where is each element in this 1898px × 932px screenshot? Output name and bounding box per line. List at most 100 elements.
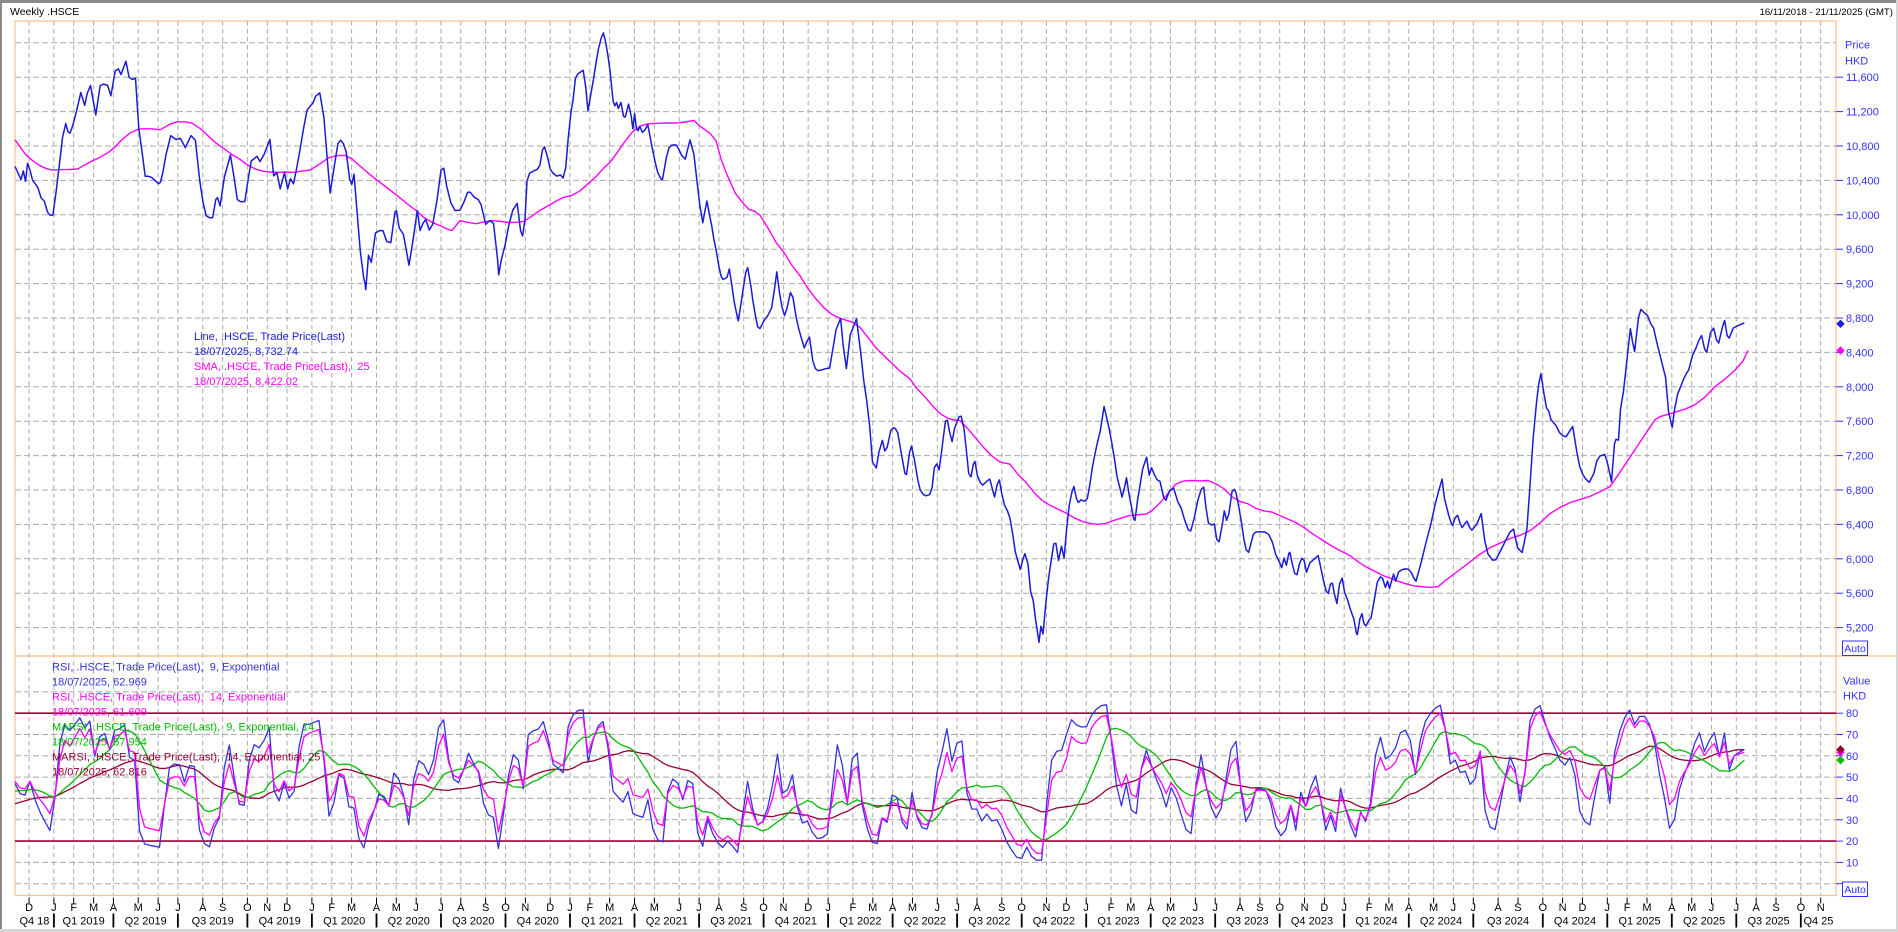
- svg-text:J: J: [175, 902, 181, 914]
- svg-text:Q2 2019: Q2 2019: [125, 916, 167, 928]
- svg-text:Q3 2023: Q3 2023: [1226, 916, 1268, 928]
- svg-text:50: 50: [1846, 772, 1858, 784]
- svg-text:F: F: [850, 902, 857, 914]
- svg-text:J: J: [51, 902, 57, 914]
- svg-text:M: M: [1429, 902, 1438, 914]
- svg-text:M: M: [605, 902, 614, 914]
- svg-text:Q4 2021: Q4 2021: [775, 916, 817, 928]
- svg-text:J: J: [1709, 902, 1715, 914]
- svg-text:A: A: [1236, 902, 1244, 914]
- svg-text:J: J: [1193, 902, 1199, 914]
- svg-text:A: A: [1668, 902, 1676, 914]
- svg-text:Q4 2019: Q4 2019: [259, 916, 301, 928]
- svg-text:S: S: [1772, 902, 1779, 914]
- svg-text:F: F: [587, 902, 594, 914]
- svg-text:O: O: [1017, 902, 1026, 914]
- svg-text:Q2 2021: Q2 2021: [646, 916, 688, 928]
- svg-text:7,600: 7,600: [1846, 416, 1874, 428]
- svg-text:18/07/2025, 62.969: 18/07/2025, 62.969: [52, 677, 147, 689]
- svg-text:O: O: [1275, 902, 1284, 914]
- svg-text:O: O: [243, 902, 252, 914]
- svg-text:D: D: [25, 902, 33, 914]
- svg-text:10: 10: [1846, 857, 1858, 869]
- svg-text:J: J: [1083, 902, 1089, 914]
- svg-text:J: J: [935, 902, 941, 914]
- svg-text:J: J: [1341, 902, 1347, 914]
- svg-text:MARSI, .HSCE, Trade Price(Last: MARSI, .HSCE, Trade Price(Last), 14, Exp…: [52, 752, 320, 764]
- svg-text:S: S: [998, 902, 1005, 914]
- svg-text:A: A: [631, 902, 639, 914]
- svg-text:N: N: [1301, 902, 1309, 914]
- svg-text:A: A: [1405, 902, 1413, 914]
- svg-text:N: N: [1559, 902, 1567, 914]
- svg-text:J: J: [1471, 902, 1477, 914]
- svg-text:Q1 2023: Q1 2023: [1097, 916, 1139, 928]
- svg-text:Weekly .HSCE: Weekly .HSCE: [10, 6, 79, 18]
- svg-text:M: M: [868, 902, 877, 914]
- svg-text:Value: Value: [1843, 676, 1870, 688]
- svg-text:F: F: [328, 902, 335, 914]
- svg-text:A: A: [199, 902, 207, 914]
- svg-text:10,000: 10,000: [1846, 210, 1880, 222]
- svg-text:Q4 2024: Q4 2024: [1554, 916, 1596, 928]
- svg-text:M: M: [347, 902, 356, 914]
- svg-text:SMA, .HSCE, Trade Price(Last),: SMA, .HSCE, Trade Price(Last), 25: [194, 361, 369, 373]
- svg-text:S: S: [1256, 902, 1263, 914]
- svg-text:8,000: 8,000: [1846, 382, 1874, 394]
- svg-text:8,800: 8,800: [1846, 313, 1874, 325]
- svg-text:9,200: 9,200: [1846, 279, 1874, 291]
- svg-text:O: O: [759, 902, 768, 914]
- svg-text:6,800: 6,800: [1846, 485, 1874, 497]
- svg-text:HKD: HKD: [1843, 691, 1866, 703]
- svg-text:D: D: [283, 902, 291, 914]
- svg-text:M: M: [650, 902, 659, 914]
- svg-text:J: J: [1734, 902, 1740, 914]
- svg-text:M: M: [1166, 902, 1175, 914]
- svg-text:D: D: [804, 902, 812, 914]
- svg-text:M: M: [134, 902, 143, 914]
- svg-text:Q1 2019: Q1 2019: [63, 916, 105, 928]
- svg-text:A: A: [1494, 902, 1502, 914]
- svg-text:J: J: [438, 902, 444, 914]
- svg-text:Q2 2022: Q2 2022: [904, 916, 946, 928]
- svg-text:F: F: [70, 902, 77, 914]
- svg-text:5,600: 5,600: [1846, 588, 1874, 600]
- svg-text:20: 20: [1846, 836, 1858, 848]
- svg-text:N: N: [1042, 902, 1050, 914]
- svg-text:F: F: [1108, 902, 1115, 914]
- svg-text:S: S: [219, 902, 226, 914]
- svg-text:M: M: [392, 902, 401, 914]
- svg-text:80: 80: [1846, 708, 1858, 720]
- svg-text:Q4 18: Q4 18: [19, 916, 49, 928]
- svg-text:S: S: [1514, 902, 1521, 914]
- svg-text:7,200: 7,200: [1846, 451, 1874, 463]
- svg-text:J: J: [1212, 902, 1218, 914]
- svg-text:N: N: [521, 902, 529, 914]
- svg-text:60: 60: [1846, 751, 1858, 763]
- svg-text:F: F: [1624, 902, 1631, 914]
- svg-text:Q2 2024: Q2 2024: [1420, 916, 1462, 928]
- svg-text:18/07/2025, 8,732.74: 18/07/2025, 8,732.74: [194, 346, 298, 358]
- svg-text:6,400: 6,400: [1846, 519, 1874, 531]
- svg-text:J: J: [825, 902, 831, 914]
- svg-text:5,200: 5,200: [1846, 623, 1874, 635]
- svg-text:A: A: [973, 902, 981, 914]
- svg-text:Q2 2025: Q2 2025: [1683, 916, 1725, 928]
- svg-text:Q2 2023: Q2 2023: [1162, 916, 1204, 928]
- svg-text:10,800: 10,800: [1846, 141, 1880, 153]
- svg-text:Q1 2021: Q1 2021: [581, 916, 623, 928]
- svg-text:A: A: [889, 902, 897, 914]
- svg-text:M: M: [1384, 902, 1393, 914]
- svg-text:11,200: 11,200: [1846, 107, 1879, 119]
- svg-text:A: A: [457, 902, 465, 914]
- svg-text:N: N: [263, 902, 271, 914]
- svg-text:A: A: [1147, 902, 1155, 914]
- svg-text:Q2 2020: Q2 2020: [388, 916, 430, 928]
- svg-text:Q3 2022: Q3 2022: [968, 916, 1010, 928]
- svg-text:Q3 2024: Q3 2024: [1487, 916, 1529, 928]
- svg-text:M: M: [908, 902, 917, 914]
- svg-text:Q1 2020: Q1 2020: [323, 916, 365, 928]
- svg-text:Q4 2020: Q4 2020: [517, 916, 559, 928]
- svg-text:M: M: [1687, 902, 1696, 914]
- svg-text:M: M: [1126, 902, 1135, 914]
